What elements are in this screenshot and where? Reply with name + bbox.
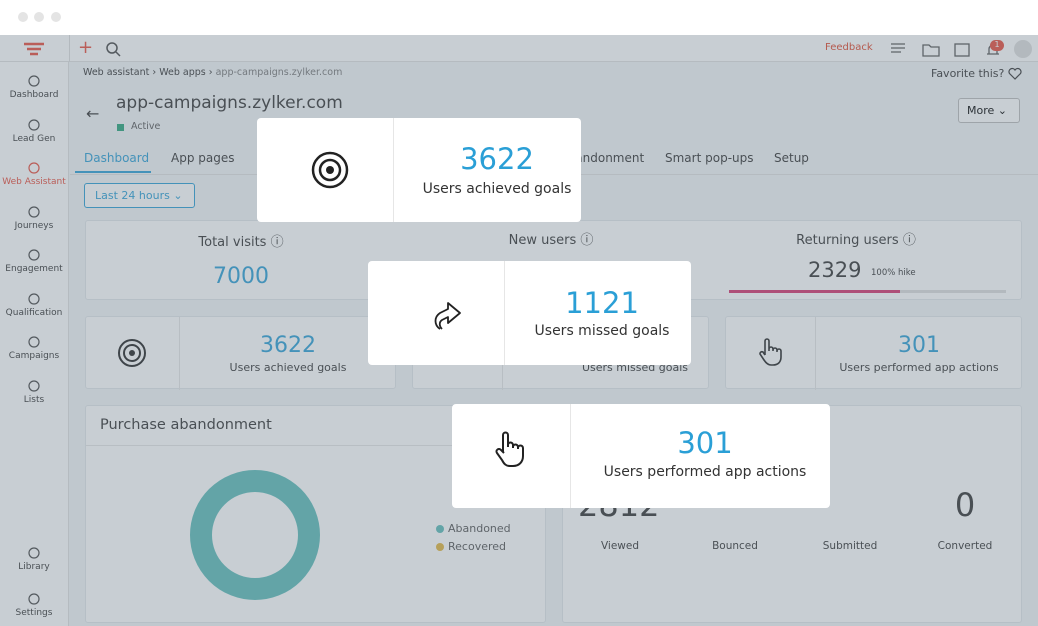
nav-icon <box>28 292 40 305</box>
stat-value: 7000 <box>213 264 269 289</box>
tab[interactable]: Dashboard <box>84 151 150 165</box>
favorite[interactable]: Favorite this? <box>931 67 1005 80</box>
heart-icon[interactable] <box>1008 67 1022 80</box>
nav-item[interactable]: Engagement <box>0 248 68 274</box>
funnel-label: Converted <box>937 540 993 552</box>
window-controls <box>18 12 61 22</box>
nav-item[interactable]: Dashboard <box>0 74 68 100</box>
crumb[interactable]: Web apps <box>159 67 206 78</box>
popup-value: 301 <box>677 426 733 460</box>
search-button[interactable] <box>105 41 121 57</box>
legend-item: Abandoned <box>448 522 511 535</box>
nav-icon <box>28 118 40 131</box>
nav-icon <box>28 205 40 218</box>
nav-icon <box>28 75 40 87</box>
popup-card: 1121 Users missed goals <box>368 261 691 365</box>
nav-item[interactable]: Journeys <box>0 205 68 231</box>
funnel-label: Submitted <box>822 540 878 552</box>
stat-label: Returning users ⓘ <box>796 233 916 248</box>
nav-item[interactable]: Campaigns <box>0 335 68 361</box>
add-button[interactable]: + <box>78 37 94 58</box>
stat-label: Total visits ⓘ <box>198 235 284 250</box>
popup-label: Users achieved goals <box>422 181 572 197</box>
back-arrow[interactable]: ← <box>86 104 100 123</box>
popup-label: Users performed app actions <box>603 464 807 480</box>
popup-label: Users missed goals <box>534 323 670 339</box>
topbar: + Feedback 1 <box>0 35 1038 62</box>
nav-item[interactable]: Lists <box>0 379 68 405</box>
time-filter[interactable]: Last 24 hours ⌄ <box>84 183 195 208</box>
stat-change: 100% hike <box>871 268 916 278</box>
browser-bar <box>0 0 1038 35</box>
legend-item: Recovered <box>448 540 507 553</box>
donut-chart <box>190 470 320 600</box>
missed-icon <box>434 302 461 330</box>
nav-label: Web Assistant <box>2 177 66 187</box>
tab[interactable]: Smart pop-ups <box>665 151 754 165</box>
nav-label: Lead Gen <box>12 133 56 144</box>
nav-item[interactable]: Web Assistant <box>0 161 68 187</box>
nav-icon <box>28 547 40 559</box>
tab-underline <box>75 171 151 173</box>
stat-value: 2329 <box>808 258 862 282</box>
nav-icon <box>28 593 40 605</box>
sidebar: Dashboard Lead Gen Web Assistant Journeys En… <box>0 62 69 626</box>
goal-value: 3622 <box>260 333 316 358</box>
breadcrumb: Web assistant › Web apps › app-campaigns… <box>83 67 343 78</box>
stat-label: New users ⓘ <box>508 233 594 248</box>
goal-label: Users performed app actions <box>839 361 999 374</box>
nav-label: Campaigns <box>8 351 60 361</box>
progress-track <box>729 290 1006 293</box>
popup-card: 3622 Users achieved goals <box>257 118 581 222</box>
popup-card: 301 Users performed app actions <box>452 404 830 508</box>
tab[interactable]: Setup <box>774 151 809 165</box>
goal-value: 301 <box>898 333 940 358</box>
nav-icon <box>28 379 40 392</box>
status: Active <box>131 121 161 132</box>
goal-card: 3622 Users achieved goals <box>85 316 396 390</box>
target-icon <box>118 339 146 367</box>
nav-label: Dashboard <box>9 90 59 100</box>
app-title: app-campaigns.zylker.com <box>116 93 343 113</box>
status-dot <box>117 124 124 131</box>
goal-card: 301 Users performed app actions <box>725 316 1022 390</box>
crumb[interactable]: Web assistant <box>83 67 150 78</box>
nav-label: Lists <box>23 394 45 405</box>
popup-value: 3622 <box>460 142 534 176</box>
more-button[interactable]: More ⌄ <box>958 98 1020 123</box>
nav-icon <box>28 162 40 174</box>
nav-label: Engagement <box>5 264 63 274</box>
hand-icon <box>495 431 524 467</box>
nav-label: Qualification <box>5 307 63 318</box>
nav-item[interactable]: Settings <box>0 592 68 618</box>
nav-icon <box>28 336 40 348</box>
progress-fill <box>729 290 900 293</box>
topbar-icons <box>891 40 1032 58</box>
tab[interactable]: App pages <box>171 151 235 165</box>
nav-item[interactable]: Qualification <box>0 292 68 318</box>
nav-label: Journeys <box>14 220 54 231</box>
nav-label: Library <box>18 562 50 572</box>
notification-badge: 1 <box>990 40 1004 51</box>
hand-icon <box>759 338 782 366</box>
funnel-value: 0 <box>954 486 976 524</box>
target-icon <box>311 151 349 189</box>
panel-title: Purchase abandonment <box>100 417 272 433</box>
feedback-link[interactable]: Feedback <box>825 42 873 53</box>
popup-value: 1121 <box>565 286 639 320</box>
goal-label: Users achieved goals <box>229 361 347 374</box>
funnel-label: Bounced <box>712 540 758 552</box>
nav-icon <box>28 249 40 261</box>
nav-item[interactable]: Library <box>0 546 68 572</box>
funnel-label: Viewed <box>600 540 640 552</box>
crumb: app-campaigns.zylker.com <box>215 67 343 78</box>
nav-item[interactable]: Lead Gen <box>0 118 68 144</box>
nav-label: Settings <box>15 608 53 618</box>
logo <box>24 42 44 56</box>
